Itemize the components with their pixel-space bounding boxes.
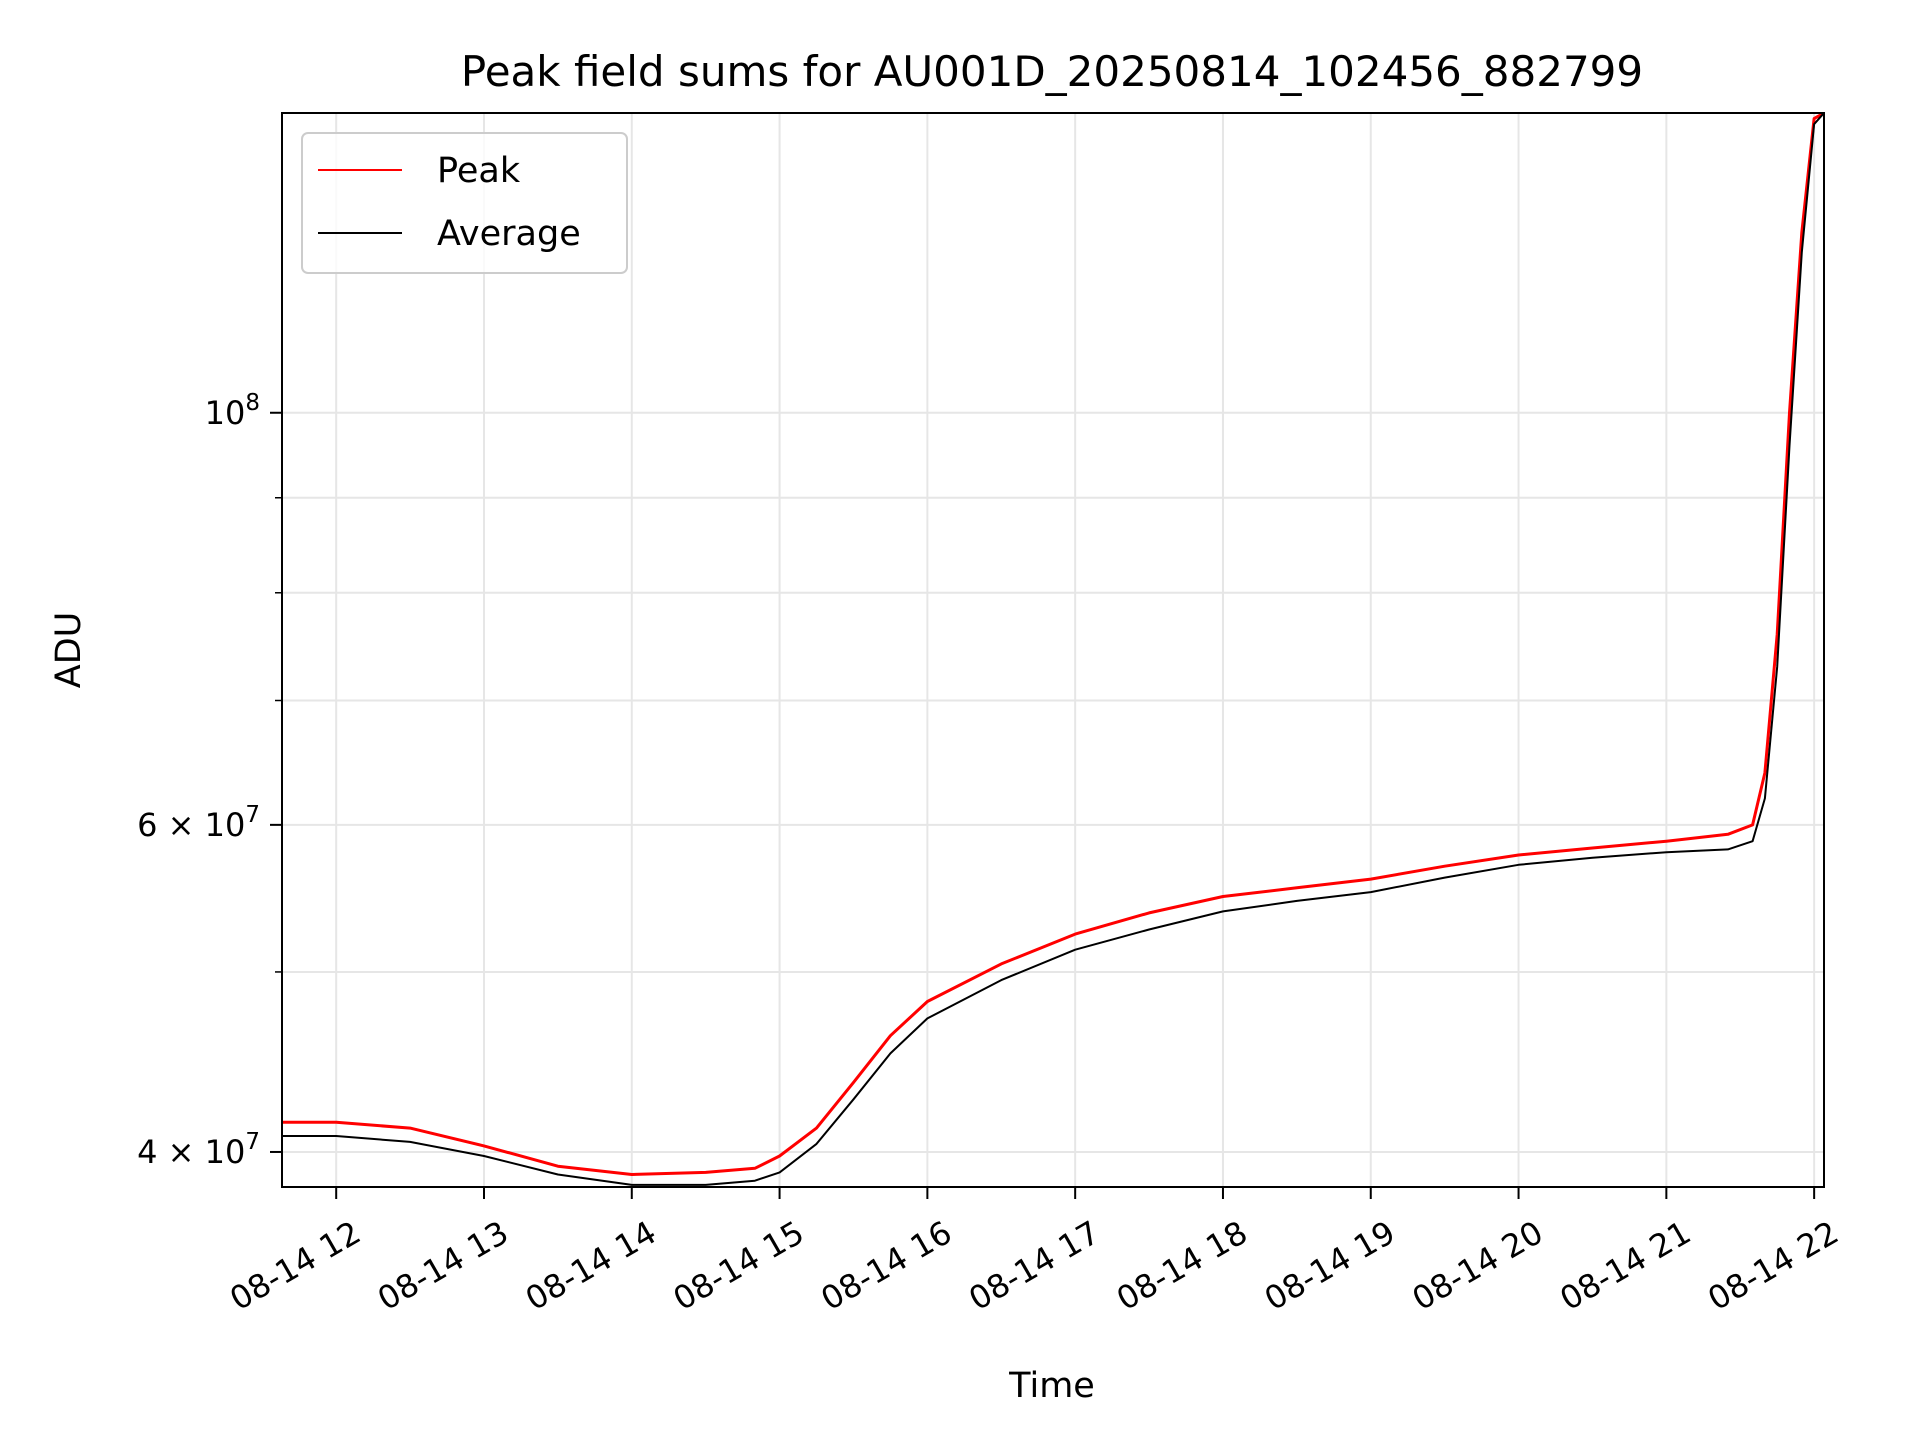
y-axis-ticks: 4 × 107 6 × 107 108 [137,390,282,1171]
series-layer [282,113,1824,1186]
y-tick-label: 6 × 107 [137,802,260,844]
grid-lines [282,113,1824,1187]
x-axis-label: Time [1008,1366,1095,1406]
y-axis-label: ADU [49,612,89,689]
legend-label-average: Average [437,214,581,254]
plot-area [282,113,1824,1186]
legend: Peak Average [301,132,628,274]
series-line-average [282,113,1824,1186]
legend-box [301,132,628,274]
plot-frame [281,112,1825,1188]
legend-label-peak: Peak [437,151,521,191]
y-tick-label: 4 × 107 [137,1129,260,1171]
y-tick-label: 108 [205,390,260,432]
chart-title: Peak field sums for AU001D_20250814_1024… [461,47,1643,96]
series-line-peak [282,113,1824,1176]
